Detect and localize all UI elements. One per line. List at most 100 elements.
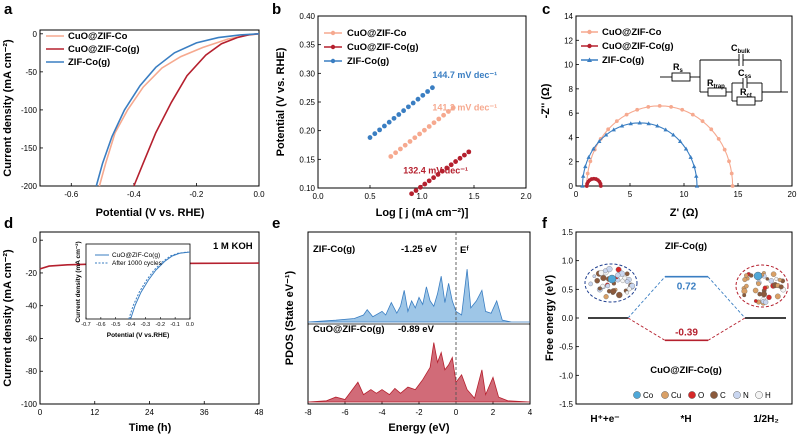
axis-ticks-c: 0 5 10 15 20 0 2 4 6 8 10 12 14 [564,12,797,199]
energy-value-label: -0.39 [675,327,698,338]
y-tick-label: 6 [569,109,574,118]
structure-atom [749,273,754,278]
legend-label-a-2: ZIF-Co(g) [68,57,110,68]
legend-label-c-1: CuO@ZIF-Co(g) [602,41,674,52]
atom-legend-dot [755,391,763,399]
data-point [586,155,591,159]
structure-atom [765,277,770,281]
structure-atom [602,268,608,274]
y-tick-label: -20 [25,269,37,278]
data-point [431,120,437,126]
y-tick-label: 12 [564,36,573,45]
series-group-a [95,33,260,187]
structure-atom [597,286,602,291]
inset-x-tick-label: -0.4 [126,322,135,328]
panel-label-b: b [272,1,281,18]
x-tick-label: 0.0 [253,190,265,199]
legend-marker-b-1 [330,44,336,50]
structure-atom [610,288,617,295]
data-point [588,159,593,164]
inset-line-initial [130,251,191,320]
data-point [402,142,408,148]
legend-label-c-2: ZIF-Co(g) [602,55,644,66]
data-point [441,112,446,118]
y-tick-label: 0.40 [299,12,315,21]
data-point [671,132,676,137]
data-point [680,107,685,112]
x-tick-label: 24 [145,408,154,417]
data-point [606,127,611,132]
atom-legend-label: O [698,391,704,400]
data-point [619,123,625,128]
x-tick-label: 10 [680,190,689,199]
data-point [409,191,414,197]
x-tick-label: 20 [788,190,797,199]
data-point [422,127,427,133]
series-line-zif-co-g- [95,33,260,187]
data-point [401,108,406,114]
legend-label-a-1: CuO@ZIF-Co(g) [68,44,140,55]
x-tick-label: 2 [491,408,496,417]
data-point [393,150,398,156]
structure-atom [624,271,630,277]
structure-atom [753,299,758,303]
panel-label-e: e [272,215,280,232]
inset-legend-label-1: After 1000 cycles [112,260,163,267]
atom-legend-label: N [743,391,749,400]
y-tick-label: -1.0 [559,371,573,380]
x-tick-label: 1.5 [468,192,480,201]
y-tick-label: 8 [569,85,574,94]
data-point [462,152,467,158]
y-tick-label: 1.0 [562,257,574,266]
slope-annotation: 144.7 mV dec⁻¹ [432,70,497,80]
data-point [450,105,456,111]
y-tick-label: 0 [33,236,38,245]
label-cuo-f: CuO@ZIF-Co(g) [650,365,722,376]
y-tick-label: -60 [25,334,37,343]
data-point [694,173,699,178]
x-tick-label: 12 [90,408,99,417]
x-tick-label: 1.0 [416,192,428,201]
plot-frame-a [39,29,260,187]
connector [627,317,666,341]
d-band-center-cuo: -0.89 eV [398,324,435,335]
data-point [628,121,633,126]
y-tick-label: 0 [33,30,38,39]
structure-atom [744,273,749,278]
data-point [700,119,705,124]
legend-marker-b-0 [330,30,336,36]
structure-atom [600,274,607,282]
inset-x-label: Potential (V vs.RHE) [107,332,169,339]
data-point [722,147,727,152]
connector [707,276,746,319]
inset-x-tick-label: -0.3 [141,322,150,328]
axis-ticks-b: 0.0 0.5 1.0 1.5 2.0 0.10 0.15 0.20 0.25 0.30 0.35 0… [299,12,532,201]
structure-atom [598,270,605,276]
y-tick-label: 2 [569,158,574,167]
legend-a: CuO@ZIF-Co CuO@ZIF-Co(g) ZIF-Co(g) [46,31,140,68]
cobalt-atom [607,274,617,284]
electrolyte-label: 1 M KOH [213,241,253,252]
circuit-label-rct: Rct [740,87,752,99]
x-tick-label: 36 [200,408,209,417]
data-point [444,165,450,171]
data-point [646,121,651,126]
series-group-f: 0.72 -0.39 [588,275,786,342]
structure-cuo-atoms [741,271,786,306]
y-tick-label: -150 [21,144,38,153]
structure-cuo-image [735,264,789,308]
data-point [426,124,432,129]
data-point [426,178,432,184]
pdos-label-cuo: CuO@ZIF-Co(g) [313,324,385,335]
circuit-label-cbulk: Cbulk [731,43,750,55]
structure-atom [763,299,769,305]
structure-atom [770,271,777,277]
inset-x-tick-label: -0.5 [111,322,120,328]
pdos-label-zif: ZIF-Co(g) [313,244,355,255]
cobalt-atom [753,271,763,281]
data-point [691,164,697,169]
d-band-center-zif: -1.25 eV [401,244,438,255]
structure-atom [752,287,759,294]
panel-label-a: a [4,1,13,18]
x-tick-label: 0.0 [312,192,324,201]
